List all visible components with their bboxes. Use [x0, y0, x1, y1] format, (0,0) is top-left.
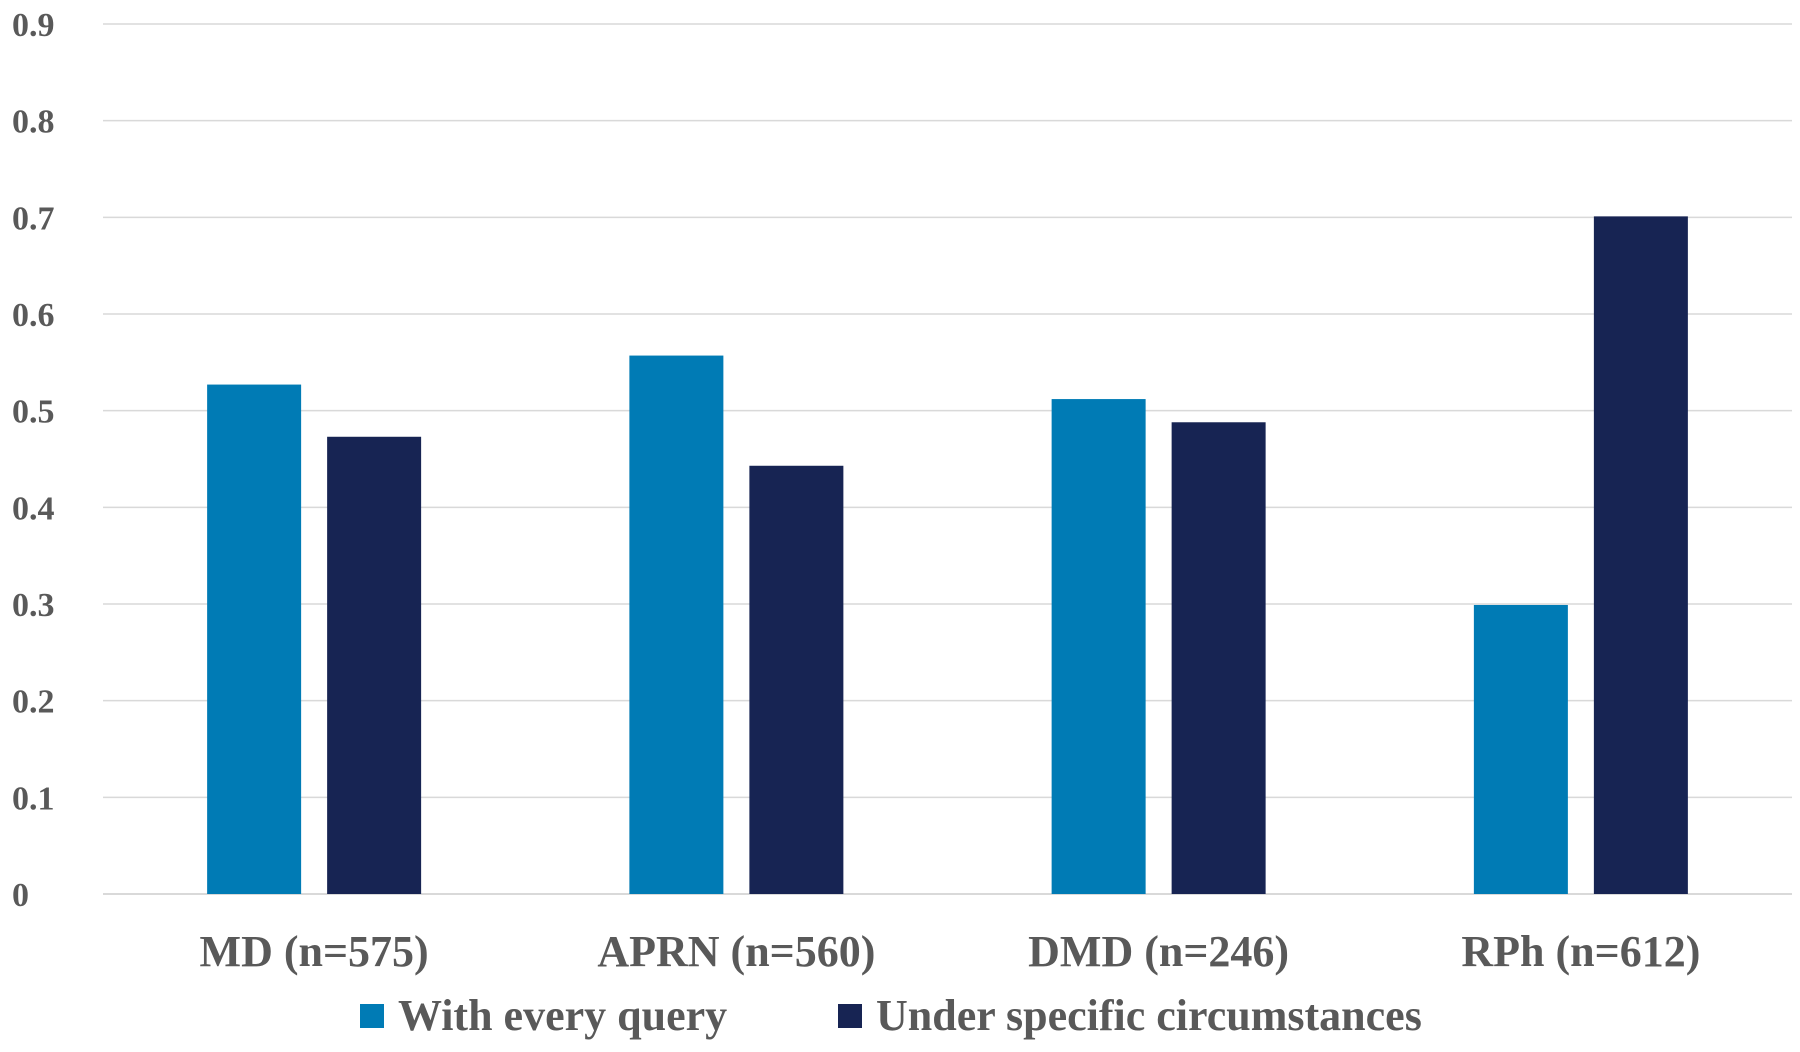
y-tick-label: 0.3 — [12, 587, 55, 624]
x-axis-category-labels: MD (n=575) APRN (n=560) DMD (n=246) RPh (n=… — [200, 927, 1701, 976]
y-tick-label: 0.9 — [12, 7, 55, 44]
y-tick-label: 0.5 — [12, 394, 55, 431]
y-tick-label: 0 — [12, 877, 29, 914]
x-category-label: DMD (n=246) — [1028, 927, 1289, 976]
legend-swatch — [360, 1004, 384, 1028]
x-category-label: RPh (n=612) — [1461, 927, 1700, 976]
bar-under-specific-circumstances — [749, 465, 844, 894]
bar-with-every-query — [629, 355, 724, 895]
y-axis-tick-labels: 0 0.1 0.2 0.3 0.4 0.5 0.6 0.7 0.8 0.9 — [12, 7, 55, 914]
bar-under-specific-circumstances — [1171, 422, 1266, 894]
x-category-label: MD (n=575) — [200, 927, 429, 976]
y-tick-label: 0.4 — [12, 490, 55, 527]
y-tick-label: 0.7 — [12, 200, 55, 237]
bar-with-every-query — [1473, 604, 1568, 894]
legend-swatch — [838, 1004, 862, 1028]
bar-with-every-query — [207, 384, 302, 894]
legend-label: Under specific circumstances — [876, 991, 1422, 1040]
bars — [207, 216, 1688, 895]
legend-label: With every query — [398, 991, 727, 1040]
x-category-label: APRN (n=560) — [597, 927, 875, 976]
legend: With every query Under specific circumsta… — [360, 991, 1422, 1040]
y-tick-label: 0.1 — [12, 780, 55, 817]
y-tick-label: 0.8 — [12, 104, 55, 141]
bar-with-every-query — [1051, 399, 1146, 894]
bar-under-specific-circumstances — [1593, 216, 1688, 894]
bar-under-specific-circumstances — [327, 436, 422, 894]
y-tick-label: 0.6 — [12, 297, 55, 334]
y-tick-label: 0.2 — [12, 684, 55, 721]
